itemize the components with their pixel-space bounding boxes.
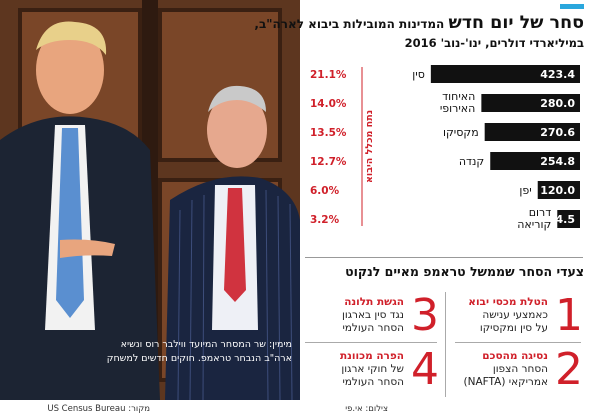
bar-value-label-6: 64.5 bbox=[548, 213, 575, 226]
step-1-text: הטלת מכסי יבוא כאמצעי ענישה על סין ומקסי… bbox=[448, 296, 548, 335]
category-label-6-line-1: דרום bbox=[529, 206, 552, 219]
step-2-text: נסיגה מהסכם הסחר הצפון אמריקאי (NAFTA) bbox=[448, 350, 548, 389]
step-2-body-line-1: הסחר הצפון bbox=[492, 363, 548, 375]
photo-caption-line-1: מימין: שר המסחר המיועד ווילבר רוס ונשיא bbox=[120, 339, 292, 350]
photo-credit: צילום: אי.פי bbox=[345, 404, 388, 414]
photo-illustration bbox=[0, 0, 300, 400]
step-3: 3 הגשת תלונה נגד סין בארגון הסחר העולמי bbox=[304, 290, 440, 348]
chart-title-main: סחר של יום חדש bbox=[448, 13, 584, 33]
bar-1 bbox=[430, 65, 580, 83]
category-label-5: יפן bbox=[519, 184, 531, 197]
steps-divider-left bbox=[305, 342, 437, 343]
bar-6 bbox=[557, 210, 580, 228]
accent-bar bbox=[560, 4, 584, 9]
share-axis-label: נתח מכלל היבוא bbox=[364, 110, 375, 183]
section-title: צעדי הסחר שממשל טראמפ מאיים לנקוט bbox=[345, 264, 584, 279]
step-1-heading: הטלת מכסי יבוא bbox=[468, 296, 548, 308]
step-3-body-line-1: נגד סין בארגון bbox=[341, 309, 404, 321]
share-label-3: 13.5% bbox=[310, 127, 347, 139]
section-divider bbox=[305, 257, 583, 258]
share-label-5: 6.0% bbox=[310, 185, 340, 197]
step-2-number: 2 bbox=[555, 344, 583, 395]
bar-2 bbox=[481, 94, 580, 112]
category-label-2-line-2: האירופי bbox=[440, 102, 476, 115]
steps-divider-right bbox=[455, 342, 581, 343]
category-label-4: קנדה bbox=[459, 155, 484, 168]
bar-5 bbox=[537, 181, 580, 199]
source-credit: מקור: US Census Bureau bbox=[47, 404, 150, 414]
step-3-text: הגשת תלונה נגד סין בארגון הסחר העולמי bbox=[304, 296, 404, 335]
step-4-text: הפרה מכוונת של חוקי ארגון הסחר העולמי bbox=[304, 350, 404, 389]
step-3-number: 3 bbox=[411, 290, 439, 341]
category-label-6-line-2: קוריאה bbox=[517, 218, 551, 231]
step-3-heading: הגשת תלונה bbox=[344, 296, 404, 308]
share-label-1: 21.1% bbox=[310, 69, 347, 81]
share-label-4: 12.7% bbox=[310, 156, 347, 168]
step-4-heading: הפרה מכוונת bbox=[340, 350, 404, 362]
step-1-number: 1 bbox=[555, 290, 583, 341]
step-2: 2 נסיגה מהסכם הסחר הצפון אמריקאי (NAFTA) bbox=[448, 344, 584, 402]
category-label-2-line-1: האיחוד bbox=[442, 90, 475, 103]
chart-title: סחר של יום חדש המדינות המובילות ביבוא לא… bbox=[254, 13, 584, 33]
photo-caption-line-2: ארה"ב הנבחר טראמפ. חוקים חדשים למשחק bbox=[106, 353, 292, 364]
share-label-6: 3.2% bbox=[310, 214, 340, 226]
step-2-body-line-2: אמריקאי (NAFTA) bbox=[463, 376, 548, 388]
bar-value-label-2: 280.0 bbox=[540, 97, 575, 110]
bar-value-label-1: 423.4 bbox=[540, 68, 575, 81]
photo-caption: מימין: שר המסחר המיועד ווילבר רוס ונשיא … bbox=[10, 338, 292, 366]
step-4: 4 הפרה מכוונת של חוקי ארגון הסחר העולמי bbox=[304, 344, 440, 402]
step-4-body-line-2: הסחר העולמי bbox=[342, 376, 404, 388]
bar-value-label-3: 270.6 bbox=[540, 126, 575, 139]
bar-value-label-4: 254.8 bbox=[540, 155, 575, 168]
footer: מקור: US Census Bureau צילום: אי.פי bbox=[0, 402, 590, 418]
step-1-body-line-1: כאמצעי ענישה bbox=[482, 309, 548, 321]
step-4-body-line-1: של חוקי ארגון bbox=[341, 363, 404, 375]
step-1-body-line-2: על סין ומקסיקו bbox=[479, 322, 548, 334]
share-label-2: 14.0% bbox=[310, 98, 347, 110]
bar-4 bbox=[490, 152, 580, 170]
category-label-1: סין bbox=[412, 68, 425, 81]
step-1: 1 הטלת מכסי יבוא כאמצעי ענישה על סין ומק… bbox=[448, 290, 584, 348]
step-2-heading: נסיגה מהסכם bbox=[482, 350, 548, 362]
chart-subtitle: במיליארדי דולרים, ינו'-נוב' 2016 bbox=[404, 36, 584, 50]
bar-value-label-5: 120.0 bbox=[540, 184, 575, 197]
step-3-body-line-2: הסחר העולמי bbox=[342, 322, 404, 334]
bar-3 bbox=[484, 123, 580, 141]
step-4-number: 4 bbox=[411, 344, 439, 395]
category-label-3: מקסיקו bbox=[443, 126, 479, 139]
steps-vertical-divider bbox=[445, 292, 446, 397]
chart-title-rest: המדינות המובילות ביבוא לארה"ב, bbox=[254, 17, 445, 31]
news-photo: מימין: שר המסחר המיועד ווילבר רוס ונשיא … bbox=[0, 0, 300, 400]
